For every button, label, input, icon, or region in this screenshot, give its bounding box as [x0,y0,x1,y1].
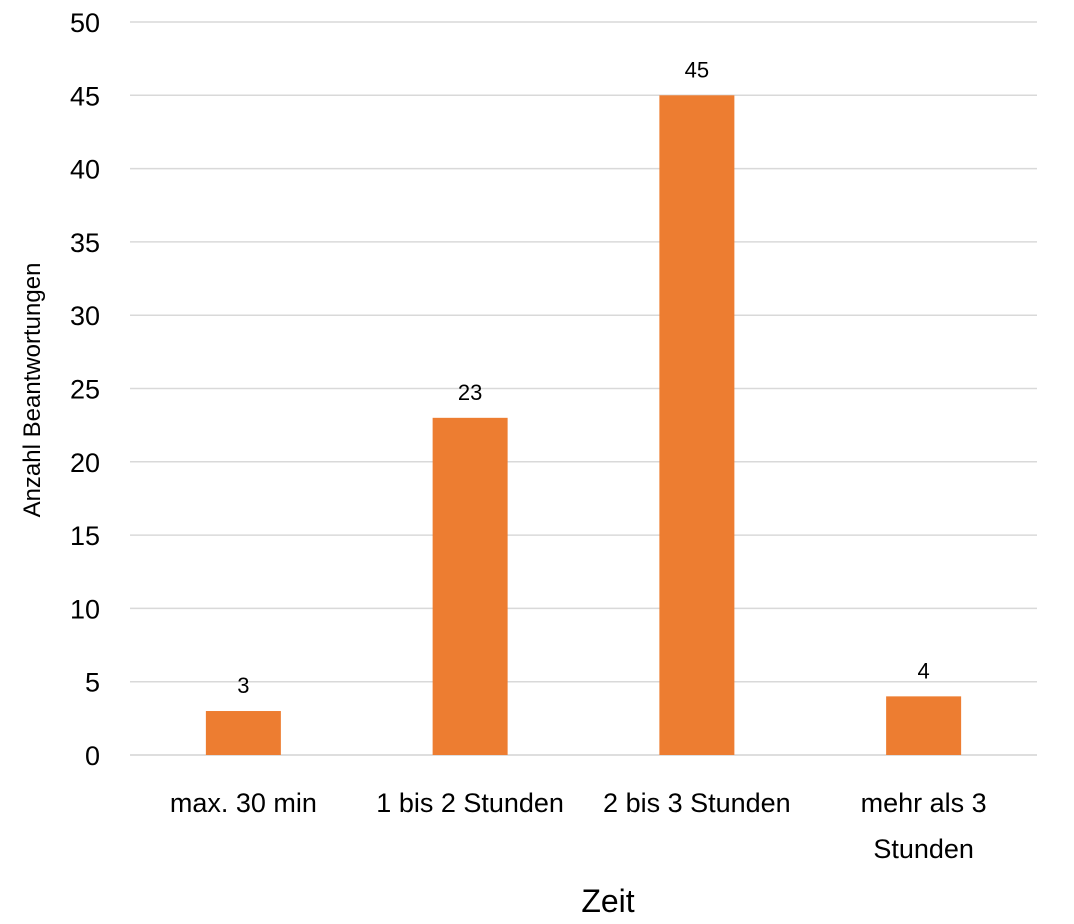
x-tick-label: Stunden [873,834,974,864]
x-axis-ticks: max. 30 min 1 bis 2 Stunden 2 bis 3 Stunde… [170,788,987,864]
x-tick-label: 1 bis 2 Stunden [376,788,564,818]
bars [205,95,962,756]
y-axis-label: Anzahl Beantwortungen [19,263,46,518]
data-labels: 3 23 45 4 [237,57,930,698]
data-label: 4 [918,658,930,683]
bar [659,95,735,756]
x-tick-label: 2 bis 3 Stunden [603,788,791,818]
x-tick-label: max. 30 min [170,788,317,818]
y-tick-label: 50 [70,8,100,38]
gridlines [130,21,1037,756]
y-tick-label: 10 [70,594,100,624]
y-tick-label: 30 [70,301,100,331]
y-tick-label: 5 [85,668,100,698]
y-tick-label: 20 [70,448,100,478]
bar [432,417,508,755]
data-label: 23 [458,380,482,405]
y-tick-label: 15 [70,521,100,551]
y-tick-label: 35 [70,228,100,258]
data-label: 45 [685,57,709,82]
bar [205,711,281,755]
y-tick-label: 45 [70,81,100,111]
y-axis-ticks: 0 5 10 15 20 25 30 35 40 45 50 [70,8,100,771]
y-tick-label: 40 [70,155,100,185]
y-tick-label: 25 [70,375,100,405]
x-axis-label: Zeit [581,883,634,919]
data-label: 3 [237,673,249,698]
bar [886,696,962,755]
x-tick-label: mehr als 3 [861,788,987,818]
y-tick-label: 0 [85,741,100,771]
